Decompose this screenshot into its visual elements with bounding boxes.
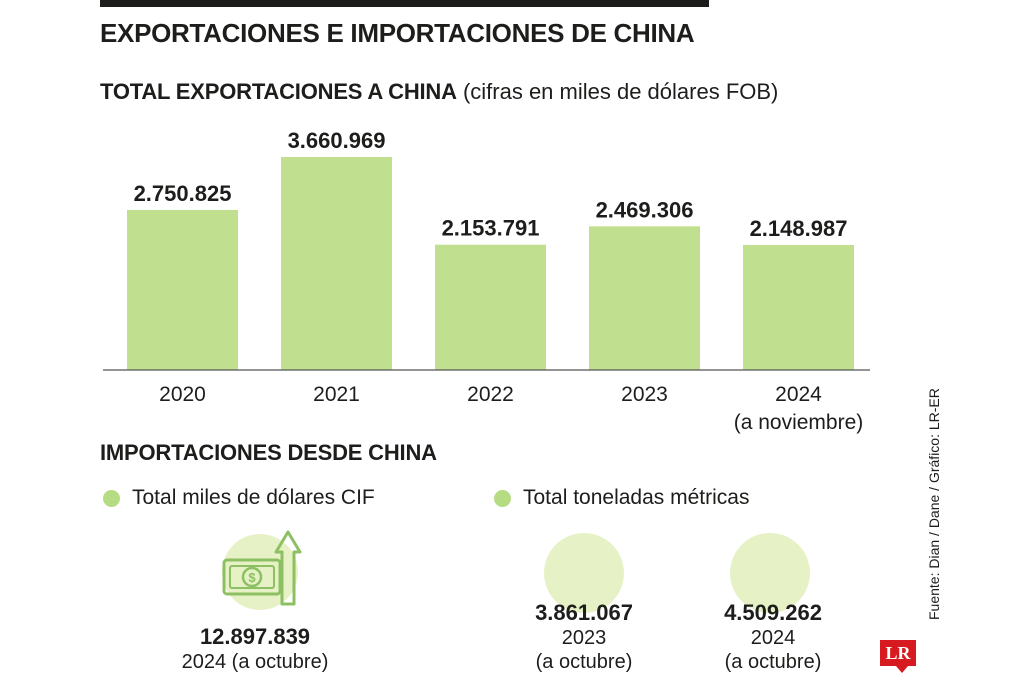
tons-2023-value: 3.861.067 <box>535 600 633 625</box>
bar-2023 <box>589 226 700 370</box>
top-rule <box>100 0 709 7</box>
tick-sublabel-2024: (a noviembre) <box>734 411 864 434</box>
bar-2022 <box>435 244 546 370</box>
lr-logo: LR <box>880 640 916 666</box>
value-label-2022: 2.153.791 <box>442 216 540 241</box>
tons-2024-circle <box>730 533 810 613</box>
tons-2023-circle <box>544 533 624 613</box>
imports-title: IMPORTACIONES DESDE CHINA <box>100 440 437 465</box>
source-credit: Fuente: Dian / Dane / Gráfico: LR-ER <box>926 388 942 620</box>
page-title: EXPORTACIONES E IMPORTACIONES DE CHINA <box>100 18 695 48</box>
tick-label-2023: 2023 <box>621 383 668 406</box>
tick-label-2020: 2020 <box>159 383 206 406</box>
tick-label-2022: 2022 <box>467 383 514 406</box>
bar-2021 <box>281 157 392 370</box>
value-label-2023: 2.469.306 <box>596 197 694 222</box>
legend-cif: Total miles de dólares CIF <box>103 486 375 510</box>
money-growth-icon: $ <box>222 530 302 610</box>
tons-2024-note: (a octubre) <box>724 651 822 673</box>
legend-tons-label: Total toneladas métricas <box>523 486 750 509</box>
lr-logo-tail <box>896 666 908 673</box>
svg-text:$: $ <box>248 570 256 585</box>
tons-2023-note: (a octubre) <box>535 651 633 673</box>
tons-2023-figure: 3.861.067 2023 (a octubre) <box>504 600 664 674</box>
value-label-2020: 2.750.825 <box>134 181 232 206</box>
tons-2024-figure: 4.509.262 2024 (a octubre) <box>693 600 853 674</box>
cif-figure: 12.897.839 2024 (a octubre) <box>160 624 350 674</box>
chart-title-main: TOTAL EXPORTACIONES A CHINA <box>100 79 457 104</box>
tons-2023-year: 2023 <box>561 627 607 649</box>
value-label-2024: 2.148.987 <box>750 216 848 241</box>
legend-dot-cif <box>103 489 120 507</box>
cif-label: 2024 (a octubre) <box>181 651 329 673</box>
value-label-2021: 3.660.969 <box>288 128 386 153</box>
chart-title: TOTAL EXPORTACIONES A CHINA (cifras en m… <box>100 79 778 105</box>
legend-dot-tons <box>494 489 511 507</box>
tick-label-2024: 2024 <box>775 383 822 406</box>
tons-2024-year: 2024 <box>750 627 796 649</box>
cif-value: 12.897.839 <box>199 624 311 649</box>
tons-2024-value: 4.509.262 <box>724 600 822 625</box>
tick-label-2021: 2021 <box>313 383 360 406</box>
bar-2024 <box>743 244 854 370</box>
chart-title-note: (cifras en miles de dólares FOB) <box>462 79 779 104</box>
bar-2020 <box>127 209 238 370</box>
legend-cif-label: Total miles de dólares CIF <box>132 486 375 509</box>
legend-tons: Total toneladas métricas <box>494 486 749 510</box>
